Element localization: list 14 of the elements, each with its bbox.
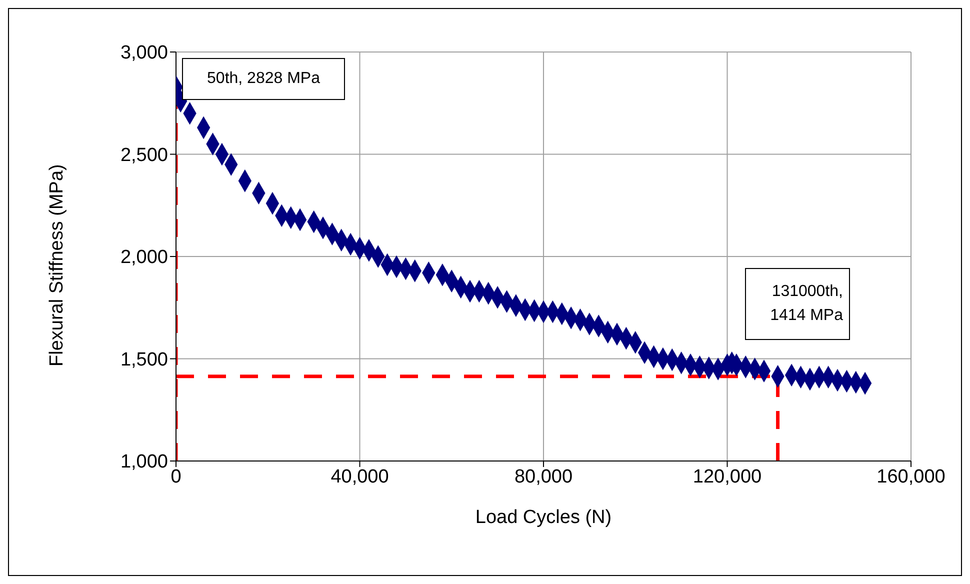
annotation: 131000th, 1414 MPa [745,268,850,340]
x-tick-label: 0 [170,466,182,488]
y-tick-label: 3,000 [120,42,168,64]
x-axis-title: Load Cycles (N) [475,507,612,528]
y-tick-label: 2,500 [120,144,168,166]
x-tick-label: 40,000 [330,466,389,488]
x-tick-label: 160,000 [876,466,946,488]
y-axis-title: Flexural Stiffness (MPa) [46,164,68,366]
y-tick-label: 1,000 [120,452,168,473]
x-tick-label: 80,000 [514,466,573,488]
annotation: 50th, 2828 MPa [182,58,345,100]
y-tick-label: 1,500 [120,349,168,370]
y-tick-label: 2,000 [120,247,168,268]
x-tick-label: 120,000 [692,466,762,488]
